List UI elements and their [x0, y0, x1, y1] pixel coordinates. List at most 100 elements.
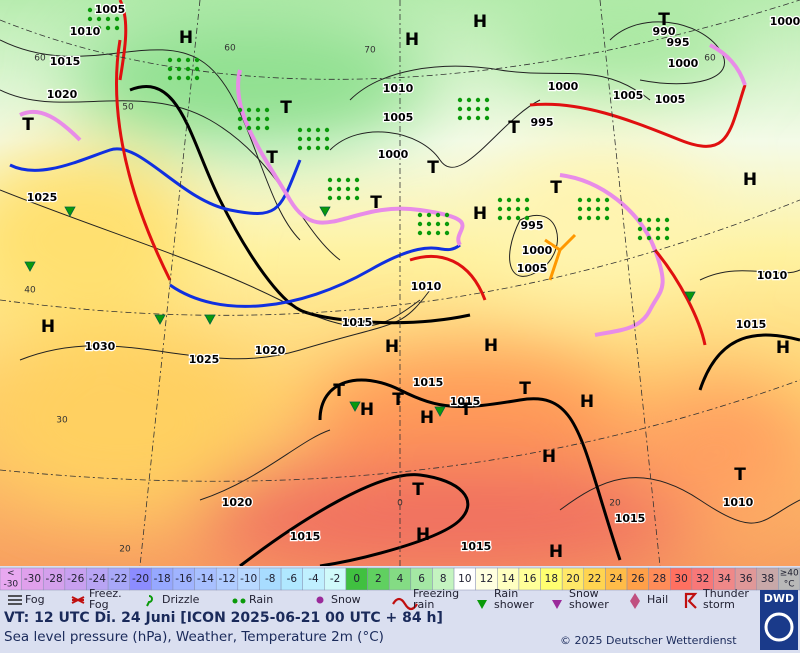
rain-dot — [264, 107, 270, 113]
isobar-label: 1015 — [342, 316, 373, 329]
rain-dot — [114, 25, 120, 31]
scale-label: -30 — [24, 573, 41, 585]
rain-dot — [264, 125, 270, 131]
rain-dot — [105, 7, 111, 13]
weather-legend-label: Snow — [569, 587, 599, 600]
temperature-contour-label: 50 — [122, 103, 134, 113]
isobar-label: 990 — [653, 25, 676, 38]
shower-symbol — [319, 206, 331, 217]
rain-dot — [444, 230, 450, 236]
rain-dot — [435, 230, 441, 236]
weather-legend: Fog Freez.Fog Drizzle Rain Snow FreezingrainR… — [8, 587, 749, 611]
pressure-system: H — [776, 338, 790, 358]
rain-dot — [96, 16, 102, 22]
copyright: © 2025 Deutscher Wetterdienst — [560, 634, 737, 647]
rain-dot — [297, 136, 303, 142]
scale-label: 12 — [480, 573, 493, 585]
scale-label: 34 — [718, 573, 732, 585]
isobar-label: 1010 — [70, 25, 101, 38]
rain-dot — [506, 215, 512, 221]
rain-dot — [105, 25, 111, 31]
pressure-system: T — [280, 98, 292, 118]
pressure-system: T — [22, 115, 34, 135]
rain-dot — [484, 97, 490, 103]
rain-dot — [324, 127, 330, 133]
pressure-system: H — [420, 408, 434, 428]
weather-legend-label: Freezing — [413, 587, 459, 600]
rain-dot — [167, 66, 173, 72]
pressure-system: H — [405, 30, 419, 50]
rain-dot — [604, 206, 610, 212]
rain-dot — [327, 177, 333, 183]
rain-dot — [664, 226, 670, 232]
pressure-system: H — [360, 400, 374, 420]
valid-time: VT: 12 UTC Di. 24 Juni [ICON 2025-06-21 … — [4, 610, 443, 626]
rain-dot — [466, 115, 472, 121]
temperature-contour-label: 60 — [704, 54, 716, 64]
rain-dot — [664, 235, 670, 241]
rain-dot — [185, 57, 191, 63]
dwd-logo-swirl — [764, 612, 794, 642]
weather-legend-label: Hail — [647, 593, 668, 606]
rain-dot — [506, 206, 512, 212]
rain-dot — [524, 197, 530, 203]
rain-dot — [595, 197, 601, 203]
pressure-system: H — [385, 337, 399, 357]
scale-label: 2 — [375, 573, 382, 585]
drizzle-icon — [146, 595, 153, 607]
rain-dot — [194, 75, 200, 81]
rain-dot — [306, 127, 312, 133]
rain-dot — [306, 145, 312, 151]
shower-symbol — [154, 314, 166, 325]
rain-dot — [435, 221, 441, 227]
scale-label: -24 — [89, 573, 106, 585]
rain-dot — [457, 106, 463, 112]
rain-dot — [354, 177, 360, 183]
pressure-system: H — [473, 204, 487, 224]
rain-dot — [646, 217, 652, 223]
rain-dot — [604, 215, 610, 221]
rain-dot — [577, 206, 583, 212]
rain-dot — [637, 235, 643, 241]
isobar-label: 1005 — [383, 111, 414, 124]
scale-label: -26 — [67, 573, 84, 585]
weather-legend-label: Fog — [89, 598, 109, 611]
rain-dot — [426, 221, 432, 227]
isobar-label: 1005 — [655, 93, 686, 106]
isobar-label: 1020 — [255, 344, 286, 357]
weather-legend-label: Fog — [25, 593, 45, 606]
scale-label: -2 — [330, 573, 340, 585]
isobar-label: 1010 — [757, 269, 788, 282]
rain-dot — [255, 125, 261, 131]
weather-legend-label: Snow — [331, 593, 361, 606]
isobar-label: 1015 — [413, 376, 444, 389]
pressure-system: T — [460, 400, 472, 420]
snow-shower-icon — [552, 600, 562, 609]
rain-dot — [96, 25, 102, 31]
weather-legend-label: Rain — [249, 593, 273, 606]
rain-dot — [595, 206, 601, 212]
rain-dot — [484, 106, 490, 112]
rain-dot — [497, 197, 503, 203]
rain-dot — [315, 136, 321, 142]
rain-shower-icon — [477, 600, 487, 609]
scale-label: -8 — [265, 573, 275, 585]
scale-label: -4 — [308, 573, 319, 585]
rain-dot — [185, 75, 191, 81]
rain-dot — [466, 97, 472, 103]
rain-dot — [637, 217, 643, 223]
scale-label: -28 — [45, 573, 62, 585]
rain-dot — [264, 116, 270, 122]
rain-dot — [306, 136, 312, 142]
temperature-contour-label: 40 — [24, 286, 36, 296]
rain-dot — [586, 215, 592, 221]
pressure-system: T — [508, 118, 520, 138]
pressure-system: H — [580, 392, 594, 412]
dwd-logo-text: DWD — [764, 592, 794, 605]
rain-dot — [664, 217, 670, 223]
isobar-label: 1000 — [668, 57, 699, 70]
isobar-label: 1015 — [50, 55, 81, 68]
rain-dot — [297, 145, 303, 151]
rain-dot — [417, 221, 423, 227]
rain-dot — [524, 206, 530, 212]
